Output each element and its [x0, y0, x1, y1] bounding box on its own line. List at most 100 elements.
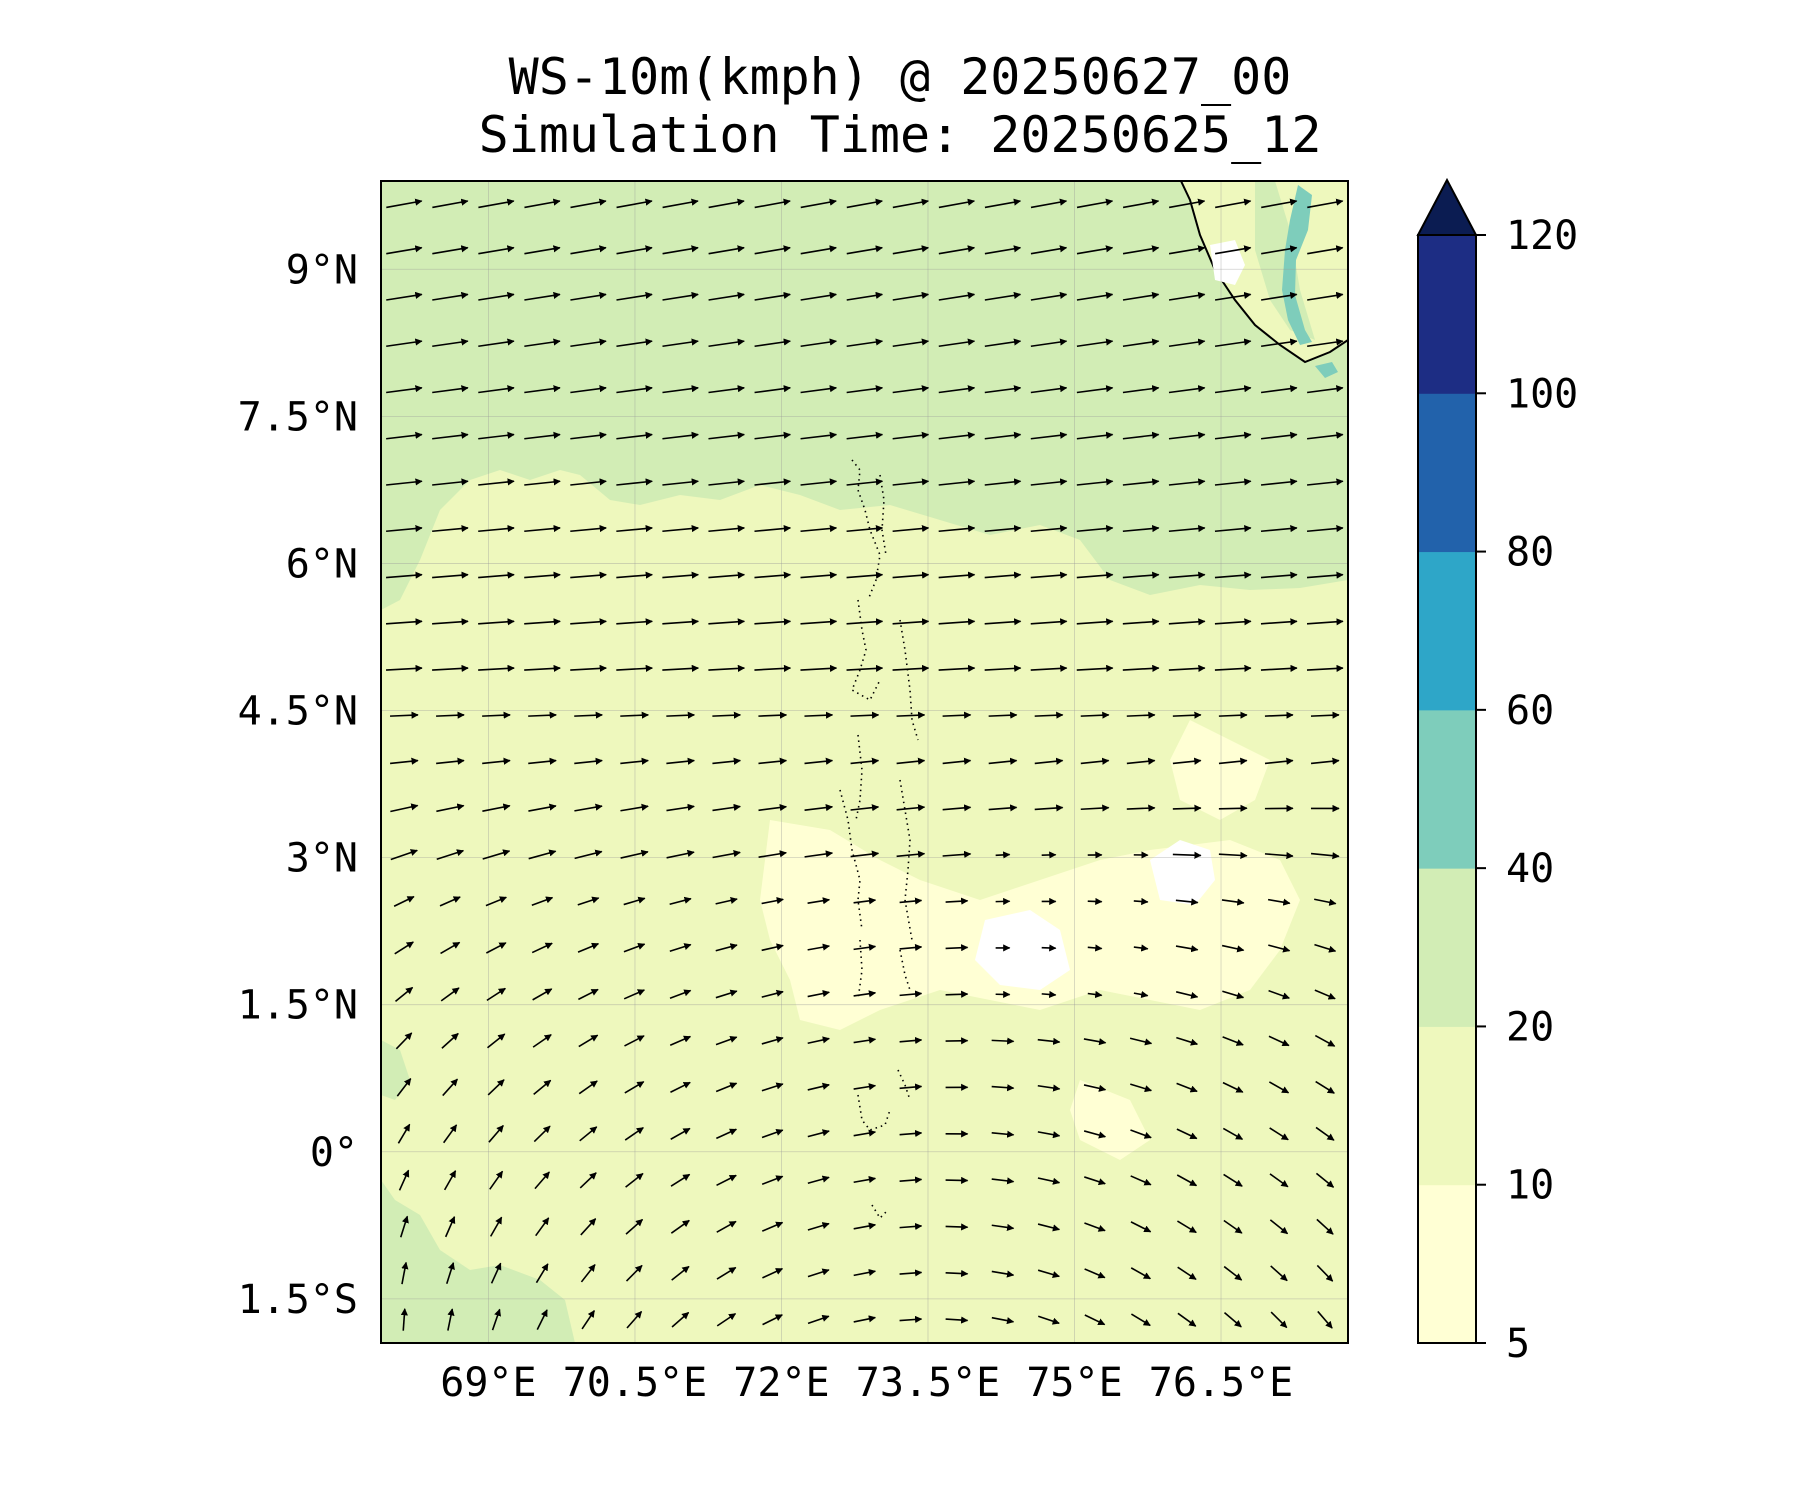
wind-arrow — [1177, 1312, 1197, 1327]
wind-arrow — [478, 524, 515, 533]
wind-arrow — [570, 198, 607, 209]
wind-arrow — [708, 664, 746, 673]
wind-arrow — [754, 385, 791, 394]
wind-arrow — [432, 291, 469, 301]
wind-arrow — [1076, 524, 1114, 533]
wind-arrow — [800, 291, 837, 301]
wind-arrow — [447, 1308, 455, 1331]
wind-arrow — [991, 1037, 1015, 1045]
wind-arrow — [532, 988, 553, 1001]
wind-arrow — [1222, 1036, 1244, 1046]
wind-arrow — [1315, 1172, 1335, 1188]
wind-arrow — [1222, 1081, 1244, 1093]
wind-arrow — [846, 571, 884, 579]
wind-arrow — [1270, 1265, 1288, 1282]
wind-arrow — [1122, 524, 1160, 533]
wind-arrow — [620, 711, 649, 719]
colorbar-segment — [1418, 551, 1476, 711]
colorbar-segment — [1418, 1026, 1476, 1186]
wind-arrow — [570, 478, 607, 486]
wind-arrow — [398, 1169, 410, 1191]
wind-arrow — [1087, 897, 1103, 906]
wind-arrow — [1261, 291, 1298, 301]
wind-arrow — [1314, 989, 1336, 1000]
wind-arrow — [577, 942, 600, 953]
map-title: WS-10m(kmph) @ 20250627_00 Simulation Ti… — [380, 48, 1420, 164]
colorbar: 5 10 20 40 60 80 100 120 — [1416, 177, 1578, 1367]
wind-arrow — [1316, 1218, 1334, 1235]
wind-arrow — [984, 524, 1022, 533]
lat-tick-label: 3°N — [286, 836, 358, 882]
wind-arrow — [616, 478, 653, 486]
wind-arrow — [478, 291, 515, 301]
wind-arrow — [938, 385, 976, 394]
wind-arrow — [853, 1222, 877, 1230]
wind-vectors — [386, 198, 1344, 1331]
wind-arrow — [386, 478, 423, 486]
wind-arrow — [708, 291, 745, 301]
wind-arrow — [662, 524, 699, 533]
wind-arrow — [1314, 943, 1337, 953]
wind-arrow — [896, 711, 926, 719]
wind-arrow — [984, 618, 1022, 626]
wind-arrow — [938, 338, 976, 348]
wind-arrow — [754, 338, 791, 348]
wind-arrow — [624, 1081, 645, 1094]
wind-arrow — [991, 1316, 1015, 1325]
wind-arrow — [432, 431, 469, 440]
wind-arrow — [758, 711, 788, 719]
wind-arrow — [394, 986, 414, 1002]
wind-arrow — [662, 385, 699, 394]
wind-arrow — [478, 664, 515, 673]
wind-arrow — [399, 1215, 409, 1238]
wind-arrow — [581, 1310, 596, 1330]
wind-arrow — [984, 291, 1022, 301]
wind-arrow — [534, 1171, 550, 1190]
wind-arrow — [1172, 851, 1202, 859]
wind-arrow — [984, 338, 1022, 348]
wind-arrow — [899, 1222, 923, 1231]
wind-arrow — [625, 1218, 644, 1235]
wind-arrow — [662, 618, 699, 626]
wind-arrow — [1122, 618, 1160, 626]
wind-arrow — [1306, 478, 1344, 486]
wind-arrow — [991, 1084, 1015, 1092]
lat-tick-label: 1.5°S — [238, 1277, 358, 1323]
wind-arrow — [807, 1129, 830, 1138]
colorbar-label: 10 — [1506, 1163, 1554, 1209]
wind-arrow — [938, 664, 976, 673]
wind-arrow — [708, 245, 745, 255]
wind-arrow — [578, 1034, 599, 1048]
wind-arrow — [892, 478, 930, 486]
wind-arrow — [1034, 804, 1064, 812]
wind-arrow — [846, 618, 884, 626]
wind-arrow — [1168, 385, 1206, 394]
wind-arrow — [1030, 338, 1068, 348]
wind-arrow — [945, 1269, 969, 1278]
wind-arrow — [1034, 711, 1064, 719]
wind-arrow — [1307, 431, 1344, 440]
wind-arrow — [1122, 338, 1160, 348]
wind-arrow — [574, 757, 603, 765]
wind-arrow — [1214, 571, 1252, 579]
wind-arrow — [761, 1036, 784, 1045]
wind-arrow — [626, 1310, 643, 1329]
wind-arrow — [1076, 385, 1114, 394]
map-frame — [380, 180, 1349, 1344]
wind-arrow — [899, 1083, 923, 1091]
wind-arrow — [804, 804, 834, 812]
wind-arrow — [1214, 664, 1252, 673]
wind-arrow — [488, 1124, 504, 1143]
wind-arrow — [1133, 990, 1149, 999]
wind-arrow — [570, 664, 607, 673]
wind-arrow — [396, 1078, 412, 1097]
wind-arrow — [1177, 1220, 1197, 1234]
wind-arrow — [991, 1130, 1015, 1138]
wind-arrow — [708, 385, 745, 394]
wind-arrow — [485, 896, 507, 907]
wind-arrow — [899, 1036, 923, 1045]
wind-arrow — [1122, 385, 1160, 394]
wind-arrow — [938, 245, 976, 255]
wind-arrow — [1122, 571, 1160, 579]
wind-arrow — [1168, 431, 1206, 440]
